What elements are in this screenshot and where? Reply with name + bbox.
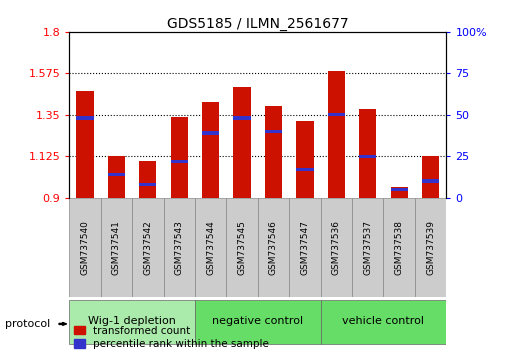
Text: negative control: negative control	[212, 316, 303, 326]
Text: GSM737538: GSM737538	[394, 220, 404, 275]
FancyBboxPatch shape	[415, 198, 446, 297]
Text: protocol: protocol	[5, 319, 50, 329]
FancyBboxPatch shape	[195, 198, 226, 297]
Text: GSM737539: GSM737539	[426, 220, 435, 275]
Bar	[265, 130, 282, 133]
Text: GSM737546: GSM737546	[269, 220, 278, 275]
Title: GDS5185 / ILMN_2561677: GDS5185 / ILMN_2561677	[167, 17, 349, 31]
FancyBboxPatch shape	[352, 198, 383, 297]
Bar	[390, 187, 408, 198]
Text: GSM737544: GSM737544	[206, 220, 215, 275]
Text: GSM737540: GSM737540	[81, 220, 89, 275]
Text: GSM737543: GSM737543	[175, 220, 184, 275]
Text: GSM737536: GSM737536	[332, 220, 341, 275]
Bar	[108, 156, 125, 198]
Bar	[139, 161, 156, 198]
FancyBboxPatch shape	[226, 198, 258, 297]
Text: GSM737541: GSM737541	[112, 220, 121, 275]
FancyBboxPatch shape	[258, 198, 289, 297]
Text: Wig-1 depletion: Wig-1 depletion	[88, 316, 176, 326]
Bar	[265, 105, 282, 198]
FancyBboxPatch shape	[132, 198, 164, 297]
Bar	[76, 116, 93, 120]
Bar	[359, 155, 377, 158]
FancyBboxPatch shape	[321, 198, 352, 297]
Bar	[422, 156, 439, 198]
Bar	[76, 91, 93, 198]
Bar	[233, 87, 251, 198]
Text: GSM737542: GSM737542	[143, 220, 152, 275]
Bar	[390, 188, 408, 191]
FancyBboxPatch shape	[195, 299, 321, 344]
Text: GSM737547: GSM737547	[301, 220, 309, 275]
FancyBboxPatch shape	[289, 198, 321, 297]
Bar	[202, 102, 219, 198]
Bar	[422, 179, 439, 183]
FancyBboxPatch shape	[69, 198, 101, 297]
Bar	[297, 121, 313, 198]
Legend: transformed count, percentile rank within the sample: transformed count, percentile rank withi…	[74, 326, 269, 349]
Bar	[297, 168, 313, 171]
Bar	[328, 72, 345, 198]
Bar	[359, 109, 377, 198]
Bar	[171, 160, 188, 163]
FancyBboxPatch shape	[383, 198, 415, 297]
FancyBboxPatch shape	[69, 299, 195, 344]
FancyBboxPatch shape	[321, 299, 446, 344]
Bar	[328, 113, 345, 116]
FancyBboxPatch shape	[101, 198, 132, 297]
Text: GSM737545: GSM737545	[238, 220, 247, 275]
Bar	[233, 116, 251, 120]
Bar	[171, 116, 188, 198]
Bar	[108, 173, 125, 176]
FancyBboxPatch shape	[164, 198, 195, 297]
Text: GSM737537: GSM737537	[363, 220, 372, 275]
Text: vehicle control: vehicle control	[343, 316, 424, 326]
Bar	[139, 183, 156, 186]
Bar	[202, 131, 219, 135]
